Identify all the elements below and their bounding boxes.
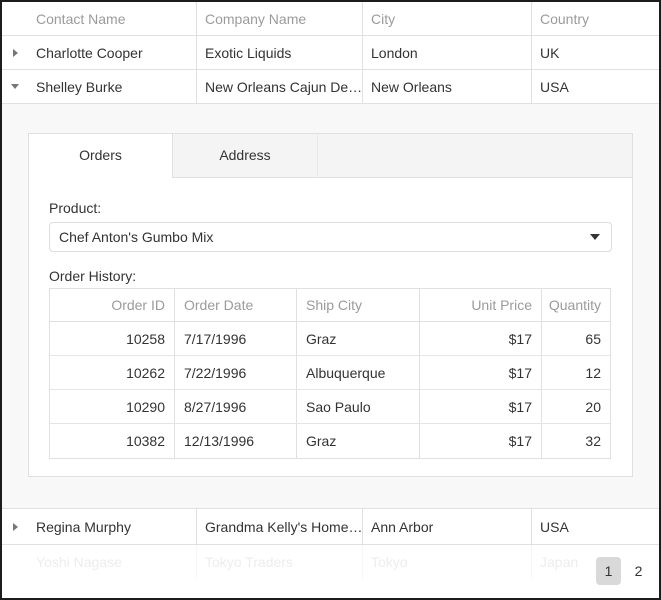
column-header-order-id[interactable]: Order ID <box>50 289 175 321</box>
cell-ship-city: Graz <box>297 424 420 458</box>
column-header-order-date[interactable]: Order Date <box>175 289 297 321</box>
column-header-contact-name[interactable]: Contact Name <box>28 2 197 35</box>
order-table-header-row: Order ID Order Date Ship City Unit Price… <box>50 289 610 322</box>
column-header-country[interactable]: Country <box>540 10 590 27</box>
cell-company-name: New Orleans Cajun De… <box>197 70 363 103</box>
table-row[interactable]: 10258 7/17/1996 Graz $17 65 <box>50 322 610 356</box>
table-row-shelley-burke[interactable]: Shelley Burke New Orleans Cajun De… New … <box>2 70 659 104</box>
cell-contact-name: Charlotte Cooper <box>28 36 197 69</box>
cell-order-id: 10290 <box>50 390 175 423</box>
cell-country: USA <box>540 78 569 95</box>
table-row-regina-murphy[interactable]: Regina Murphy Grandma Kelly's Home… Ann … <box>2 509 659 545</box>
pager-band: Yoshi Nagase Tokyo Traders Tokyo Japan 1… <box>2 545 659 598</box>
triangle-right-icon <box>12 522 18 531</box>
column-header-ship-city[interactable]: Ship City <box>297 289 420 321</box>
table-row[interactable]: 10262 7/22/1996 Albuquerque $17 12 <box>50 356 610 390</box>
column-header-city[interactable]: City <box>363 2 532 35</box>
cell-quantity: 32 <box>585 433 601 449</box>
cell-country: USA <box>540 518 569 535</box>
cell-unit-price: $17 <box>420 424 542 458</box>
cell-company-name: Exotic Liquids <box>197 36 363 69</box>
order-history-label: Order History: <box>49 268 137 284</box>
cell-unit-price: $17 <box>420 322 542 355</box>
cell-order-id: 10382 <box>50 424 175 458</box>
product-select-value: Chef Anton's Gumbo Mix <box>59 229 214 245</box>
collapse-row-button[interactable] <box>2 70 28 103</box>
cell-unit-price: $17 <box>420 390 542 423</box>
table-row[interactable]: 10290 8/27/1996 Sao Paulo $17 20 <box>50 390 610 424</box>
cell-company-name: Tokyo Traders <box>197 545 363 579</box>
expand-column-header <box>2 2 28 35</box>
cell-order-id: 10262 <box>50 356 175 389</box>
chevron-down-icon <box>590 234 600 240</box>
table-row-charlotte-cooper[interactable]: Charlotte Cooper Exotic Liquids London U… <box>2 36 659 70</box>
tab-orders[interactable]: Orders <box>28 133 173 178</box>
cell-city: London <box>363 36 532 69</box>
expand-row-button[interactable] <box>2 36 28 69</box>
cell-contact-name: Regina Murphy <box>28 509 197 544</box>
cell-company-name: Grandma Kelly's Home… <box>197 509 363 544</box>
tab-strip: Orders Address <box>28 133 633 178</box>
cell-quantity: 65 <box>585 330 601 347</box>
pager: 1 2 <box>596 557 651 585</box>
column-header-company-name[interactable]: Company Name <box>197 2 363 35</box>
product-select[interactable]: Chef Anton's Gumbo Mix <box>49 222 612 252</box>
cell-ship-city: Albuquerque <box>297 356 420 389</box>
tab-address[interactable]: Address <box>173 133 318 178</box>
cell-ship-city: Graz <box>297 322 420 355</box>
cell-order-date: 8/27/1996 <box>175 390 297 423</box>
cell-order-id: 10258 <box>50 322 175 355</box>
cell-city: Ann Arbor <box>363 509 532 544</box>
cell-city: Tokyo <box>363 545 532 579</box>
cell-order-date: 12/13/1996 <box>175 424 297 458</box>
order-history-table: Order ID Order Date Ship City Unit Price… <box>49 288 611 459</box>
cell-unit-price: $17 <box>420 356 542 389</box>
ghost-table-row: Yoshi Nagase Tokyo Traders Tokyo Japan <box>2 545 659 579</box>
column-header-unit-price[interactable]: Unit Price <box>420 289 542 321</box>
tab-strip-filler <box>318 133 633 178</box>
product-label: Product: <box>49 200 102 216</box>
cell-city: New Orleans <box>363 70 532 103</box>
triangle-down-icon <box>11 84 19 89</box>
cell-contact-name: Yoshi Nagase <box>28 545 197 579</box>
cell-order-date: 7/22/1996 <box>175 356 297 389</box>
cell-country: Japan <box>540 554 579 570</box>
cell-quantity: 20 <box>585 398 601 415</box>
page-button-1[interactable]: 1 <box>596 557 621 585</box>
cell-order-date: 7/17/1996 <box>175 322 297 355</box>
column-header-quantity[interactable]: Quantity <box>548 297 601 313</box>
table-row[interactable]: 10382 12/13/1996 Graz $17 32 <box>50 424 610 458</box>
cell-ship-city: Sao Paulo <box>297 390 420 423</box>
cell-quantity: 12 <box>585 364 601 381</box>
master-detail-section: Orders Address Product: Chef Anton's Gum… <box>2 104 659 509</box>
orders-tab-content: Product: Chef Anton's Gumbo Mix Order Hi… <box>28 178 633 477</box>
expand-row-button[interactable] <box>2 509 28 544</box>
page-button-2[interactable]: 2 <box>634 563 643 579</box>
triangle-right-icon <box>12 48 18 57</box>
cell-contact-name: Shelley Burke <box>28 70 197 103</box>
cell-country: UK <box>540 44 560 61</box>
grid-header-row: Contact Name Company Name City Country <box>2 2 659 36</box>
